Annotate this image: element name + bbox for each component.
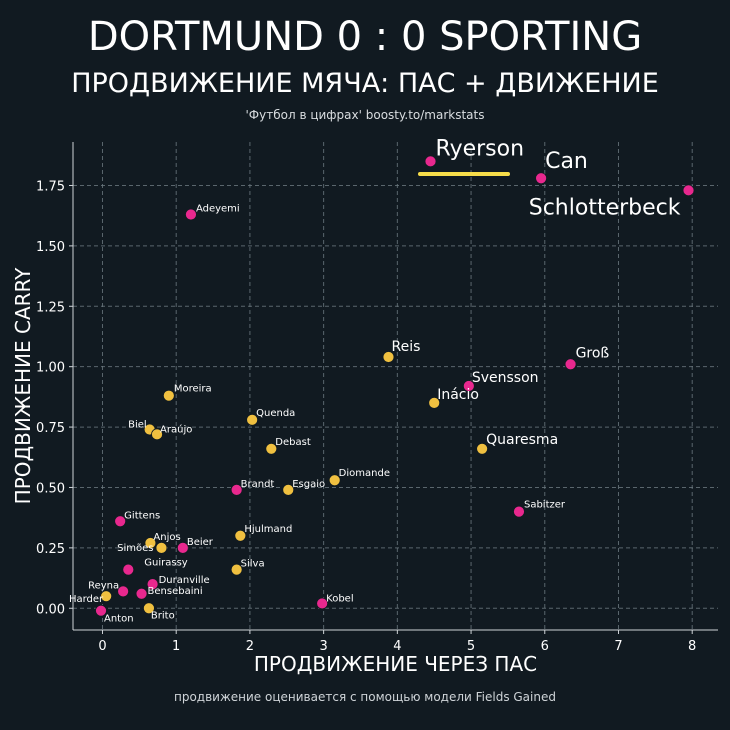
data-label: Anjos [153,532,180,543]
data-point [117,585,130,598]
x-tick-label: 8 [688,639,696,654]
footnote: продвижение оценивается с помощью модели… [174,690,556,704]
x-tick-label: 6 [541,639,549,654]
data-label: Adeyemi [196,203,240,214]
data-point [382,351,395,363]
data-point [162,389,175,402]
y-tick-label: 1.75 [36,179,65,194]
data-point [234,529,247,542]
data-point [135,587,148,600]
data-label: Reyna [88,580,119,591]
y-tick-label: 0.25 [36,542,65,557]
data-point [476,442,489,455]
data-label: Guirassy [144,558,188,569]
data-point [155,541,168,554]
data-point [230,563,243,576]
y-tick-label: 1.25 [36,300,65,315]
chart-subtitle: ПРОДВИЖЕНИЕ МЯЧА: ПАС + ДВИЖЕНИЕ [71,68,659,99]
data-label: Svensson [472,370,539,386]
data-label: Groß [576,345,610,361]
x-tick-label: 2 [246,639,254,654]
data-label: Kobel [326,593,353,604]
data-label: Araújo [160,423,192,435]
data-point [564,358,577,371]
x-tick-label: 0 [98,639,106,654]
data-label: Biel [128,419,147,430]
data-point [328,474,341,487]
y-axis-label: ПРОДВИЖЕНИЕ CARRY [11,267,35,504]
data-point [282,483,295,496]
x-tick-label: 3 [319,639,327,654]
data-point [316,597,329,610]
data-point [230,483,243,496]
data-label: Moreira [174,384,212,395]
point-labels: Ryerson Can Schlotterbeck Adeyemi Reis Groß Sv… [69,136,681,624]
data-label: Anton [104,614,134,625]
x-tick-label: 4 [393,639,401,654]
data-label: Debast [275,437,311,448]
data-point [151,428,163,441]
data-label: Gittens [124,510,160,521]
axes: 0 1 2 3 4 5 6 7 8 0.00 0.25 0.50 0.75 1.00 1.25 1.50 1.7… [36,142,718,654]
data-label: Brito [151,610,175,621]
data-label: Bensebaini [148,586,203,597]
data-point [513,505,525,518]
data-point [424,155,437,168]
x-tick-label: 7 [614,639,622,654]
data-label: Silva [241,559,265,570]
chart-title: DORTMUND 0 : 0 SPORTING [87,14,643,60]
x-axis-label: ПРОДВИЖЕНИЕ ЧЕРЕЗ ПАС [254,652,537,676]
data-label: Brandt [241,479,275,490]
data-point [246,413,259,426]
data-label: Inácio [437,387,479,403]
data-point [114,515,127,528]
data-point [428,397,441,409]
data-point [176,541,189,554]
data-label: Can [545,149,588,174]
y-tick-label: 0.50 [36,481,65,496]
credit-text: 'Футбол в цифрах' boosty.to/markstats [245,108,485,122]
data-label: Sabitzer [524,500,566,511]
data-label: Simões [117,543,153,554]
data-point [535,172,547,185]
data-label: Schlotterbeck [529,195,681,220]
data-label: Quaresma [486,432,558,448]
data-label: Reis [391,339,420,355]
data-label: Esgaio [292,479,325,490]
x-tick-label: 5 [467,639,475,654]
x-tick-label: 1 [172,639,180,654]
grid [73,142,718,630]
y-tick-label: 0.00 [36,602,65,617]
data-label: Duranville [159,575,210,586]
data-point [100,590,113,603]
data-point [462,380,475,392]
data-point [122,563,135,576]
data-label: Quenda [256,408,295,419]
data-point [185,208,197,221]
data-label: Beier [187,537,214,548]
data-label: Ryerson [436,136,525,161]
data-point [143,602,155,615]
data-point [95,604,107,617]
y-tick-label: 0.75 [36,421,65,436]
data-label: Harder [69,594,104,605]
y-tick-label: 1.00 [36,361,65,376]
data-point [144,537,157,549]
data-label: Hjulmand [244,524,292,535]
data-point [146,578,159,590]
y-tick-label: 1.50 [36,240,65,255]
points [95,155,695,617]
data-point [265,442,278,455]
data-label: Diomande [339,468,390,479]
data-point [682,184,695,197]
